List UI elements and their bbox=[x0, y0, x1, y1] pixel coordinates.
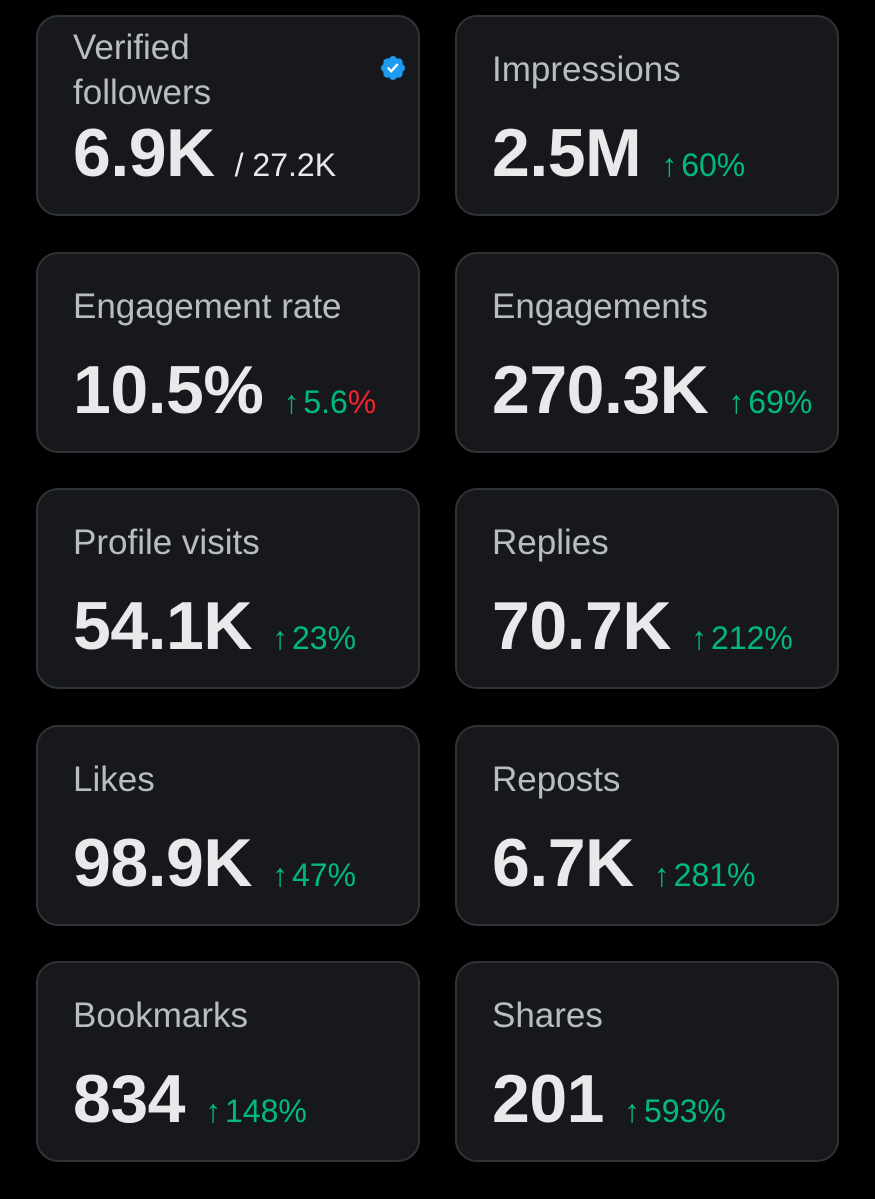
replies-label: Replies bbox=[492, 523, 609, 562]
impressions-card[interactable]: Impressions 2.5M ↑ 60% bbox=[455, 15, 839, 216]
bookmarks-delta: ↑ 148% bbox=[205, 1093, 307, 1130]
shares-value: 201 bbox=[492, 1061, 604, 1137]
reposts-delta-text: 281% bbox=[673, 857, 756, 893]
engagement-rate-delta-percent: % bbox=[347, 384, 377, 420]
engagements-value: 270.3K bbox=[492, 352, 709, 428]
arrow-up-icon: ↑ bbox=[623, 1093, 640, 1129]
likes-value: 98.9K bbox=[73, 825, 252, 901]
bookmarks-label: Bookmarks bbox=[73, 996, 249, 1035]
replies-delta: ↑ 212% bbox=[691, 620, 793, 657]
arrow-up-icon: ↑ bbox=[271, 857, 288, 893]
profile-visits-delta-text: 23% bbox=[291, 620, 357, 656]
likes-delta: ↑ 47% bbox=[272, 857, 356, 894]
arrow-up-icon: ↑ bbox=[661, 147, 678, 183]
engagements-label: Engagements bbox=[492, 287, 708, 326]
replies-value: 70.7K bbox=[492, 588, 671, 664]
shares-delta: ↑ 593% bbox=[624, 1093, 726, 1130]
arrow-up-icon: ↑ bbox=[728, 384, 745, 420]
engagement-rate-delta-number: 5.6 bbox=[303, 384, 348, 420]
engagements-card[interactable]: Engagements 270.3K ↑ 69% bbox=[455, 252, 839, 453]
reposts-label: Reposts bbox=[492, 760, 621, 799]
arrow-up-icon: ↑ bbox=[653, 857, 670, 893]
impressions-delta-text: 60% bbox=[681, 147, 746, 183]
replies-card[interactable]: Replies 70.7K ↑ 212% bbox=[455, 488, 839, 689]
profile-visits-label: Profile visits bbox=[73, 523, 260, 562]
bookmarks-value: 834 bbox=[73, 1061, 185, 1137]
engagements-delta: ↑ 69% bbox=[728, 384, 812, 421]
reposts-value: 6.7K bbox=[492, 825, 634, 901]
arrow-up-icon: ↑ bbox=[690, 620, 707, 656]
shares-card[interactable]: Shares 201 ↑ 593% bbox=[455, 961, 839, 1162]
verified-followers-value: 6.9K bbox=[73, 115, 215, 191]
profile-visits-delta: ↑ 23% bbox=[272, 620, 356, 657]
engagement-rate-value: 10.5% bbox=[73, 352, 264, 428]
verified-followers-card[interactable]: Verified followers 6.9K / 27.2K bbox=[36, 15, 420, 216]
verified-followers-label: Verified followers bbox=[73, 28, 212, 112]
profile-visits-value: 54.1K bbox=[73, 588, 252, 664]
impressions-delta: ↑ 60% bbox=[661, 147, 745, 184]
impressions-value: 2.5M bbox=[492, 115, 642, 191]
impressions-label: Impressions bbox=[492, 50, 681, 89]
engagement-rate-label: Engagement rate bbox=[73, 287, 342, 326]
reposts-card[interactable]: Reposts 6.7K ↑ 281% bbox=[455, 725, 839, 926]
verified-badge-icon bbox=[381, 56, 405, 80]
reposts-delta: ↑ 281% bbox=[654, 857, 756, 894]
profile-visits-card[interactable]: Profile visits 54.1K ↑ 23% bbox=[36, 488, 420, 689]
arrow-up-icon: ↑ bbox=[204, 1093, 221, 1129]
likes-label: Likes bbox=[73, 760, 155, 799]
shares-delta-text: 593% bbox=[643, 1093, 726, 1129]
arrow-up-icon: ↑ bbox=[271, 620, 288, 656]
bookmarks-card[interactable]: Bookmarks 834 ↑ 148% bbox=[36, 961, 420, 1162]
likes-delta-text: 47% bbox=[291, 857, 357, 893]
verified-followers-total: / 27.2K bbox=[234, 147, 337, 183]
engagement-rate-card[interactable]: Engagement rate 10.5% ↑ 5.6% bbox=[36, 252, 420, 453]
arrow-up-icon: ↑ bbox=[283, 384, 300, 420]
likes-card[interactable]: Likes 98.9K ↑ 47% bbox=[36, 725, 420, 926]
bookmarks-delta-text: 148% bbox=[224, 1093, 307, 1129]
engagements-delta-text: 69% bbox=[748, 384, 813, 420]
engagement-rate-delta: ↑ 5.6% bbox=[283, 384, 376, 421]
replies-delta-text: 212% bbox=[710, 620, 793, 656]
shares-label: Shares bbox=[492, 996, 603, 1035]
